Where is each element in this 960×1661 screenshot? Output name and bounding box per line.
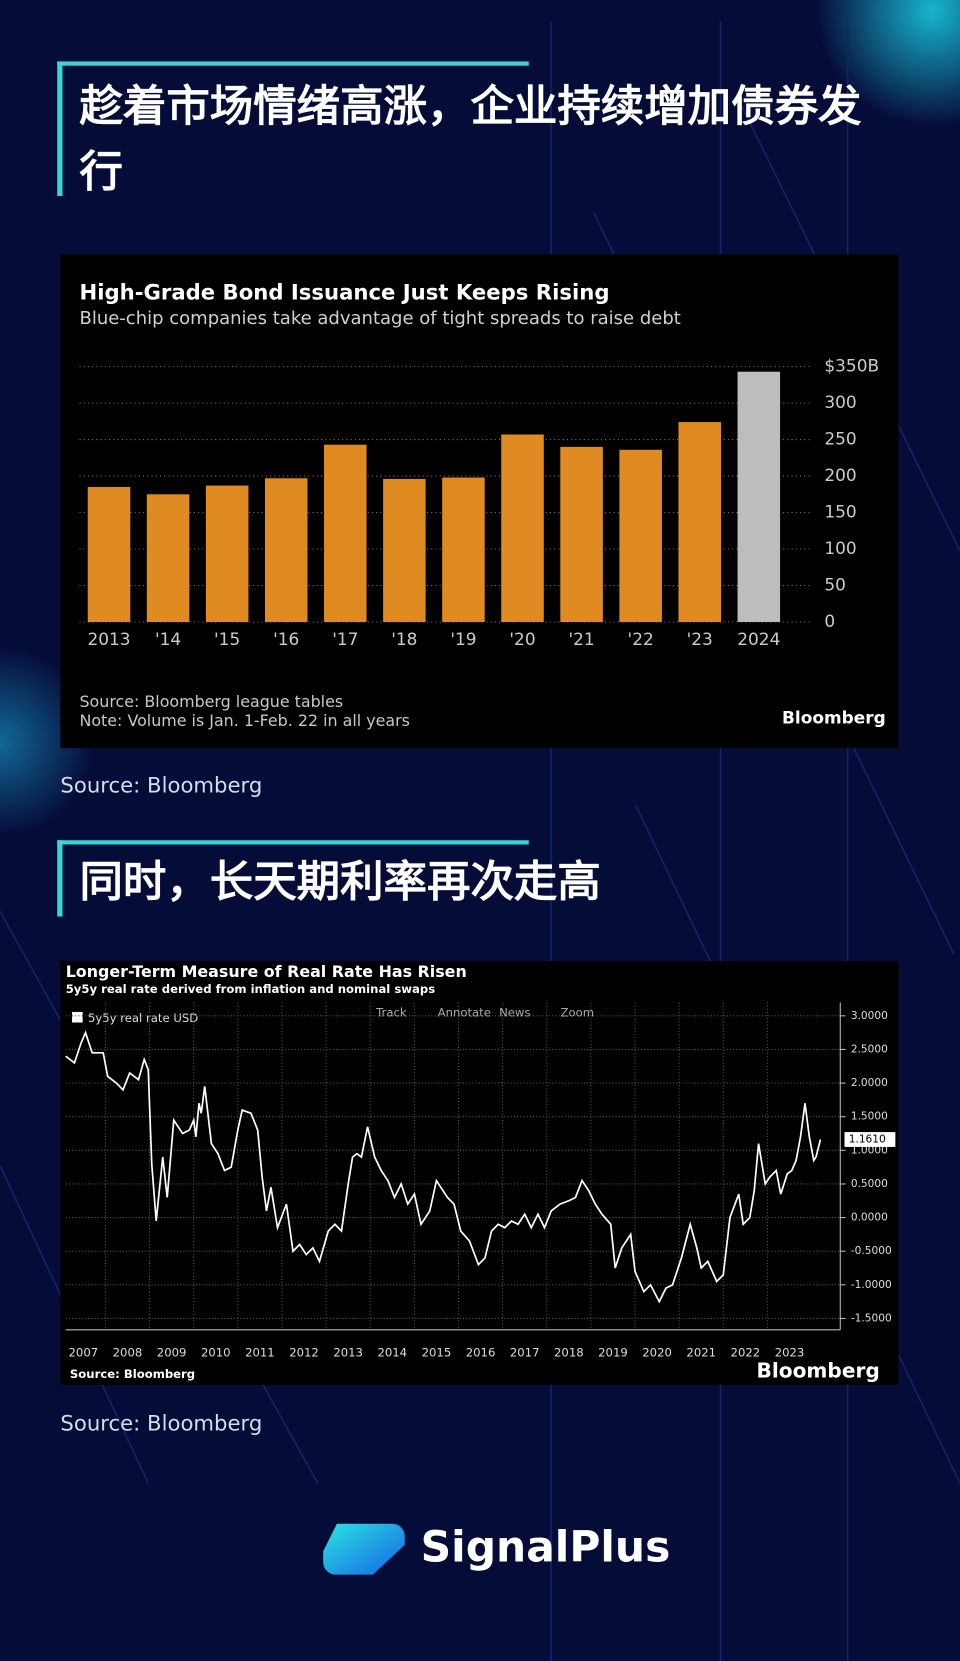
section-heading: 同时，长天期利率再次走高 — [79, 856, 601, 908]
bar — [87, 487, 131, 622]
y-tick-label: 3.0000 — [851, 1010, 888, 1022]
x-tick-label: '20 — [509, 629, 535, 649]
toolbar-button: News — [499, 1005, 530, 1019]
y-tick-label: -1.5000 — [851, 1312, 892, 1324]
current-value-label: 1.1610 — [849, 1134, 886, 1146]
x-tick-label: 2008 — [113, 1346, 143, 1360]
heading-bracket — [57, 61, 529, 917]
x-tick-label: 2016 — [466, 1346, 496, 1360]
x-tick-label: 2011 — [245, 1346, 275, 1360]
x-tick-label: 2024 — [737, 629, 780, 649]
x-tick-label: 2007 — [69, 1346, 99, 1360]
legend-label: 5y5y real rate USD — [88, 1011, 198, 1025]
bar — [619, 449, 662, 622]
x-tick-label: 2020 — [642, 1346, 672, 1360]
chart-panel — [60, 961, 899, 1385]
section-heading: 趁着市场情绪高涨，企业持续增加债券发行 — [79, 80, 862, 198]
x-tick-label: 2012 — [289, 1346, 319, 1360]
y-tick-label: 50 — [824, 575, 846, 595]
x-tick-label: '22 — [628, 629, 654, 649]
bar — [324, 444, 367, 622]
chart-subtitle: 5y5y real rate derived from inflation an… — [66, 982, 436, 996]
chart-title: High-Grade Bond Issuance Just Keeps Risi… — [79, 280, 609, 305]
line-series — [65, 1030, 822, 1304]
x-tick-label: '21 — [568, 629, 594, 649]
legend-swatch — [72, 1011, 83, 1023]
x-tick-label: 2013 — [333, 1346, 363, 1360]
chart-note: Note: Volume is Jan. 1-Feb. 22 in all ye… — [79, 711, 409, 730]
x-tick-label: '16 — [273, 629, 299, 649]
y-tick-label: $350B — [824, 356, 879, 376]
x-tick-label: 2018 — [554, 1346, 584, 1360]
y-tick-label: 250 — [824, 429, 856, 449]
current-value-box — [844, 1132, 896, 1147]
x-tick-label: '19 — [450, 629, 476, 649]
x-tick-label: 2022 — [731, 1346, 761, 1360]
toolbar-button: Track — [375, 1005, 407, 1019]
x-tick-label: '23 — [687, 629, 713, 649]
y-tick-label: 100 — [824, 538, 856, 558]
y-tick-label: 2.5000 — [851, 1043, 888, 1055]
y-tick-label: 1.5000 — [851, 1111, 888, 1123]
bar — [737, 371, 781, 622]
toolbar-button: Annotate — [438, 1005, 491, 1019]
x-tick-label: 2023 — [775, 1346, 805, 1360]
bar — [501, 434, 544, 622]
x-tick-label: 2021 — [686, 1346, 716, 1360]
x-tick-label: '15 — [214, 629, 240, 649]
chart-subtitle: Blue-chip companies take advantage of ti… — [79, 308, 680, 329]
bar — [678, 422, 721, 622]
y-tick-label: 2.0000 — [851, 1077, 888, 1089]
toolbar-button: Zoom — [561, 1005, 595, 1019]
logo-icon — [323, 1523, 405, 1575]
x-tick-label: 2014 — [377, 1346, 407, 1360]
y-tick-label: 0.5000 — [851, 1178, 888, 1190]
y-tick-label: 1.0000 — [851, 1144, 888, 1156]
brand: Bloomberg — [757, 1359, 880, 1383]
caption: Source: Bloomberg — [60, 1410, 263, 1436]
chart-source: Source: Bloomberg — [70, 1367, 195, 1381]
bar — [442, 477, 485, 622]
bar — [264, 478, 308, 622]
bar — [205, 485, 249, 622]
bar — [146, 494, 190, 622]
bar — [560, 446, 603, 622]
caption: Source: Bloomberg — [60, 772, 263, 798]
x-tick-label: 2015 — [422, 1346, 452, 1360]
y-tick-label: 200 — [824, 465, 856, 485]
x-tick-label: '17 — [332, 629, 358, 649]
y-tick-label: -0.5000 — [851, 1245, 892, 1257]
x-tick-label: 2010 — [201, 1346, 231, 1360]
x-tick-label: 2019 — [598, 1346, 628, 1360]
x-tick-label: 2017 — [510, 1346, 540, 1360]
x-tick-label: '14 — [155, 629, 181, 649]
chart-title: Longer-Term Measure of Real Rate Has Ris… — [66, 962, 467, 981]
bar — [383, 478, 426, 622]
chart-note: Source: Bloomberg league tables — [79, 692, 343, 711]
y-tick-label: 300 — [824, 392, 856, 412]
brand: Bloomberg — [782, 707, 886, 727]
x-tick-label: 2013 — [87, 629, 130, 649]
x-tick-label: 2009 — [157, 1346, 187, 1360]
y-tick-label: -1.0000 — [851, 1279, 892, 1291]
y-tick-label: 0.0000 — [851, 1212, 888, 1224]
y-tick-label: 150 — [824, 502, 856, 522]
logo-text: SignalPlus — [421, 1523, 671, 1572]
y-tick-label: 0 — [824, 611, 835, 631]
x-tick-label: '18 — [391, 629, 417, 649]
